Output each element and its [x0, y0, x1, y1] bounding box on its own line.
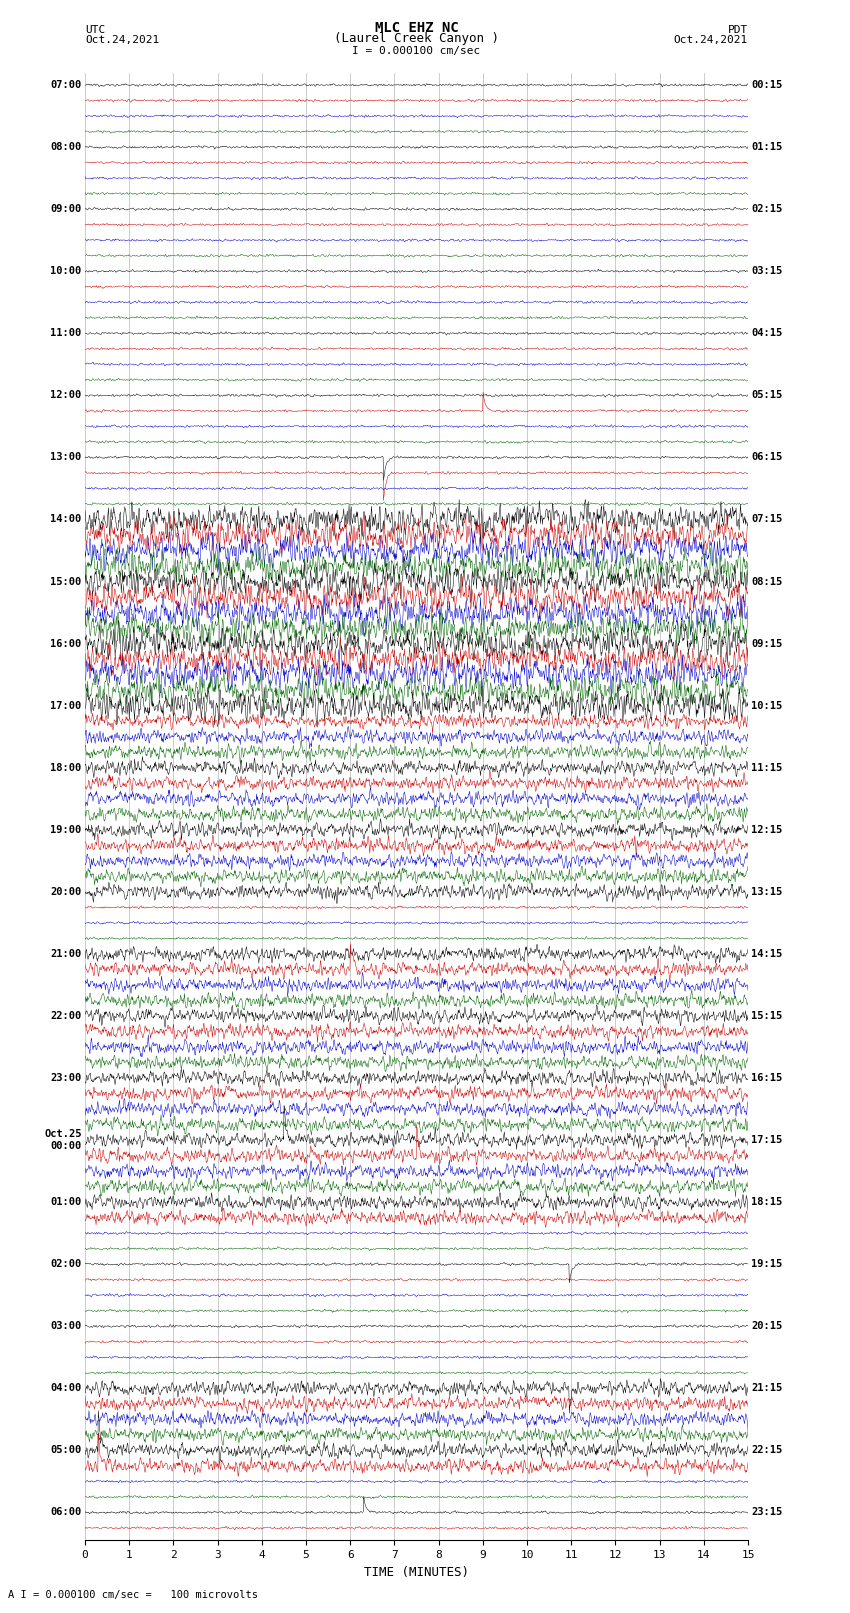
Text: 06:00: 06:00 — [50, 1508, 82, 1518]
Text: 01:00: 01:00 — [50, 1197, 82, 1207]
Text: 22:00: 22:00 — [50, 1011, 82, 1021]
Text: 04:15: 04:15 — [751, 329, 783, 339]
Text: 22:15: 22:15 — [751, 1445, 783, 1455]
Text: Oct.24,2021: Oct.24,2021 — [85, 35, 159, 45]
Text: MLC EHZ NC: MLC EHZ NC — [375, 21, 458, 35]
Text: 12:00: 12:00 — [50, 390, 82, 400]
Text: 11:00: 11:00 — [50, 329, 82, 339]
Text: 09:00: 09:00 — [50, 205, 82, 215]
Text: 03:00: 03:00 — [50, 1321, 82, 1331]
Text: 10:00: 10:00 — [50, 266, 82, 276]
Text: 06:15: 06:15 — [751, 452, 783, 463]
Text: 04:00: 04:00 — [50, 1384, 82, 1394]
Text: 03:15: 03:15 — [751, 266, 783, 276]
Text: 21:15: 21:15 — [751, 1384, 783, 1394]
Text: 10:15: 10:15 — [751, 700, 783, 711]
Text: 16:00: 16:00 — [50, 639, 82, 648]
Text: 14:00: 14:00 — [50, 515, 82, 524]
Text: 01:15: 01:15 — [751, 142, 783, 152]
Text: 02:15: 02:15 — [751, 205, 783, 215]
Text: 17:15: 17:15 — [751, 1136, 783, 1145]
Text: 20:00: 20:00 — [50, 887, 82, 897]
Text: 09:15: 09:15 — [751, 639, 783, 648]
Text: 15:00: 15:00 — [50, 576, 82, 587]
Text: I = 0.000100 cm/sec: I = 0.000100 cm/sec — [353, 47, 480, 56]
Text: 18:15: 18:15 — [751, 1197, 783, 1207]
Text: 14:15: 14:15 — [751, 948, 783, 958]
Text: 18:00: 18:00 — [50, 763, 82, 773]
Text: Oct.25
00:00: Oct.25 00:00 — [44, 1129, 82, 1152]
Text: 07:15: 07:15 — [751, 515, 783, 524]
Text: 21:00: 21:00 — [50, 948, 82, 958]
Text: 05:15: 05:15 — [751, 390, 783, 400]
Text: (Laurel Creek Canyon ): (Laurel Creek Canyon ) — [334, 32, 499, 45]
Text: UTC: UTC — [85, 24, 105, 35]
Text: 15:15: 15:15 — [751, 1011, 783, 1021]
X-axis label: TIME (MINUTES): TIME (MINUTES) — [364, 1566, 469, 1579]
Text: 02:00: 02:00 — [50, 1260, 82, 1269]
Text: PDT: PDT — [728, 24, 748, 35]
Text: 13:00: 13:00 — [50, 452, 82, 463]
Text: 00:15: 00:15 — [751, 81, 783, 90]
Text: 11:15: 11:15 — [751, 763, 783, 773]
Text: A I = 0.000100 cm/sec =   100 microvolts: A I = 0.000100 cm/sec = 100 microvolts — [8, 1590, 258, 1600]
Text: 20:15: 20:15 — [751, 1321, 783, 1331]
Text: 13:15: 13:15 — [751, 887, 783, 897]
Text: 16:15: 16:15 — [751, 1073, 783, 1082]
Text: 19:00: 19:00 — [50, 824, 82, 836]
Text: 23:15: 23:15 — [751, 1508, 783, 1518]
Text: 12:15: 12:15 — [751, 824, 783, 836]
Text: 08:00: 08:00 — [50, 142, 82, 152]
Text: Oct.24,2021: Oct.24,2021 — [674, 35, 748, 45]
Text: 08:15: 08:15 — [751, 576, 783, 587]
Text: 07:00: 07:00 — [50, 81, 82, 90]
Text: 17:00: 17:00 — [50, 700, 82, 711]
Text: 19:15: 19:15 — [751, 1260, 783, 1269]
Text: 05:00: 05:00 — [50, 1445, 82, 1455]
Text: 23:00: 23:00 — [50, 1073, 82, 1082]
